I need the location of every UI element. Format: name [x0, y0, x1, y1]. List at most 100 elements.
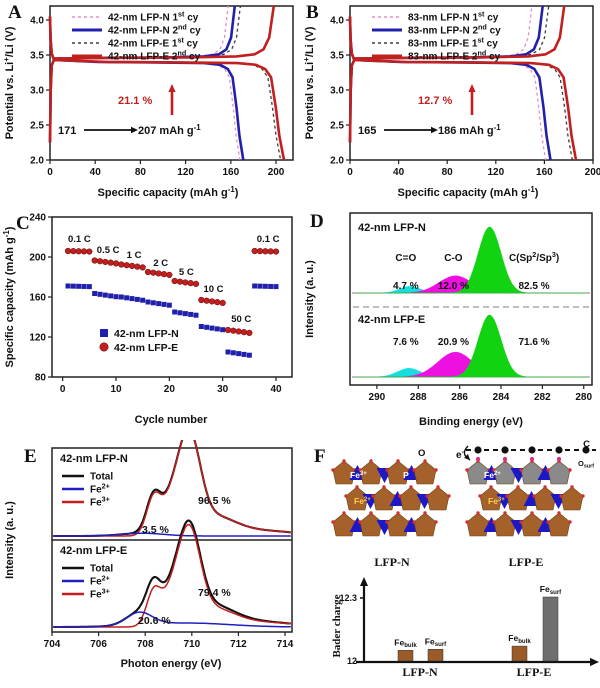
lfp-e-point [208, 298, 216, 305]
oxygen-atom [355, 485, 359, 489]
surface-oxygen-atom [556, 456, 562, 462]
panel-c-letter: C [16, 213, 30, 234]
lfp-n-point [241, 351, 247, 357]
rate-label: 0.5 C [97, 245, 120, 256]
lfp-e-point [224, 326, 232, 334]
y-tick-label: 12.3 [339, 593, 357, 603]
x-tick-label: 40 [393, 167, 405, 178]
oxygen-atom [532, 494, 536, 498]
rate-label: 0.1 C [68, 234, 91, 245]
structure-caption: LFP-N [374, 555, 410, 569]
legend-label: 42-nm LFP-E 2nd cy [108, 49, 201, 63]
oxygen-atom [358, 520, 362, 524]
lfp-e-point [256, 248, 264, 255]
structure-lfp-e: e- C Osurf Fe2+ Fe3+ [456, 440, 596, 537]
lfp-n-point [257, 283, 263, 289]
legend-label: 83-nm LFP-N 2nd cy [408, 23, 501, 37]
lfp-e-point [166, 271, 173, 278]
x-tick-label: 706 [90, 639, 107, 650]
panel-a-letter: A [8, 2, 22, 23]
x-tick-label: 288 [410, 392, 427, 403]
oxygen-atom [396, 459, 400, 463]
legend-label: Fe3+ [90, 495, 110, 509]
lfp-n-point [70, 283, 76, 289]
oxygen-label: O [418, 448, 425, 459]
lfp-e-point [150, 269, 157, 276]
oxygen-atom [342, 459, 346, 463]
lfp-n-point [113, 294, 119, 300]
legend-swatch-circle [99, 342, 109, 352]
axes: 704 706 708 710 712 714 [44, 447, 294, 650]
lfp-n-point [236, 351, 242, 357]
capacity-from-label: 165 [358, 125, 376, 137]
x-tick-label: 120 [487, 167, 504, 178]
fe3-percent: 79.4 % [198, 587, 231, 599]
x-tick-label: 40 [90, 167, 102, 178]
surface-oxygen-atom [529, 456, 535, 462]
lfp-e-point [192, 280, 200, 287]
oxygen-atom [465, 520, 469, 524]
oxygen-atom [342, 511, 346, 515]
feo6-polyhedron [506, 486, 530, 511]
capacity-from-label: 171 [58, 125, 76, 137]
oxygen-atom [568, 520, 572, 524]
oxygen-atom [436, 485, 440, 489]
legend-label: 83-nm LFP-N 1st cy [408, 10, 499, 24]
fe-bottom-label: Fe3+ [488, 496, 505, 506]
lfp-n-point [102, 292, 108, 298]
feo6-polyhedron [359, 512, 383, 537]
y-axis-label: Intensity (a. u.) [304, 260, 316, 338]
bader-bar [511, 645, 528, 662]
feo6-polyhedron [520, 512, 544, 537]
arrow-head [131, 126, 138, 134]
phosphorus-label: P [403, 470, 409, 480]
lfp-n-point [262, 283, 268, 289]
curves [348, 5, 578, 161]
oxygen-atom [447, 494, 451, 498]
spectrum-title: 42-nm LFP-N [60, 453, 128, 465]
oxygen-atom [559, 494, 563, 498]
x-tick-label: 120 [177, 167, 194, 178]
oxygen-atom [519, 468, 523, 472]
lfp-e-point [235, 328, 242, 335]
lfp-e-point [75, 248, 82, 255]
lfp-n-point [252, 283, 258, 289]
fe-top-label: Fe3+ [350, 470, 367, 480]
x-tick-label: 0 [47, 167, 53, 178]
panel-d-xlabel: Binding energy (eV) [419, 416, 523, 428]
bader-bar-label: Fesurf [540, 584, 562, 596]
x-tick-label: 712 [230, 639, 247, 650]
lfp-e-point [182, 279, 189, 286]
lfp-e-point [240, 329, 248, 336]
spectrum-title: 42-nm LFP-N [358, 222, 426, 234]
peak-percent: 4.7 % [393, 281, 419, 292]
lfp-e-point [70, 248, 77, 255]
y-tick-label: 3.5 [330, 51, 344, 62]
legend: 42-nm LFP-N 42-nm LFP-E [99, 328, 179, 354]
lfp-e-point [139, 264, 146, 271]
carbon-atom [501, 446, 509, 454]
bader-bar-label: Fesurf [425, 636, 447, 648]
series-3-charge-curve [48, 5, 276, 143]
fe2-percent: 3.5 % [142, 524, 170, 536]
panel-f-plot: OPFe3+Fe2+LFP-Ne-COsurfFe2+Fe3+LFP-E12.3… [331, 440, 599, 679]
peak-percent: 12.0 % [438, 281, 469, 292]
legend-label: 42-nm LFP-N 2nd cy [108, 23, 201, 37]
feo6-polyhedron [332, 512, 356, 537]
lfp-n-point [188, 311, 194, 317]
lfp-e-point [267, 248, 274, 255]
x-tick-label: 200 [585, 167, 600, 178]
peak-label: C-O [444, 253, 463, 264]
panel-b: B 0 40 80 120 160 200 2.0 2.5 3.0 3.5 4.0 Specific … [300, 0, 600, 205]
x-tick-label: 284 [493, 392, 510, 403]
oxygen-atom [385, 520, 389, 524]
carbon-atom [528, 446, 536, 454]
oxygen-atom [423, 459, 427, 463]
lfp-n-point [129, 296, 135, 302]
data-points: 0.1 C 0.5 C 1 C 2 C 5 C 10 C 50 C 0.1 C [64, 234, 280, 358]
bader-bar [542, 596, 559, 662]
rate-label: 1 C [127, 250, 142, 261]
oxygen-atom [465, 468, 469, 472]
